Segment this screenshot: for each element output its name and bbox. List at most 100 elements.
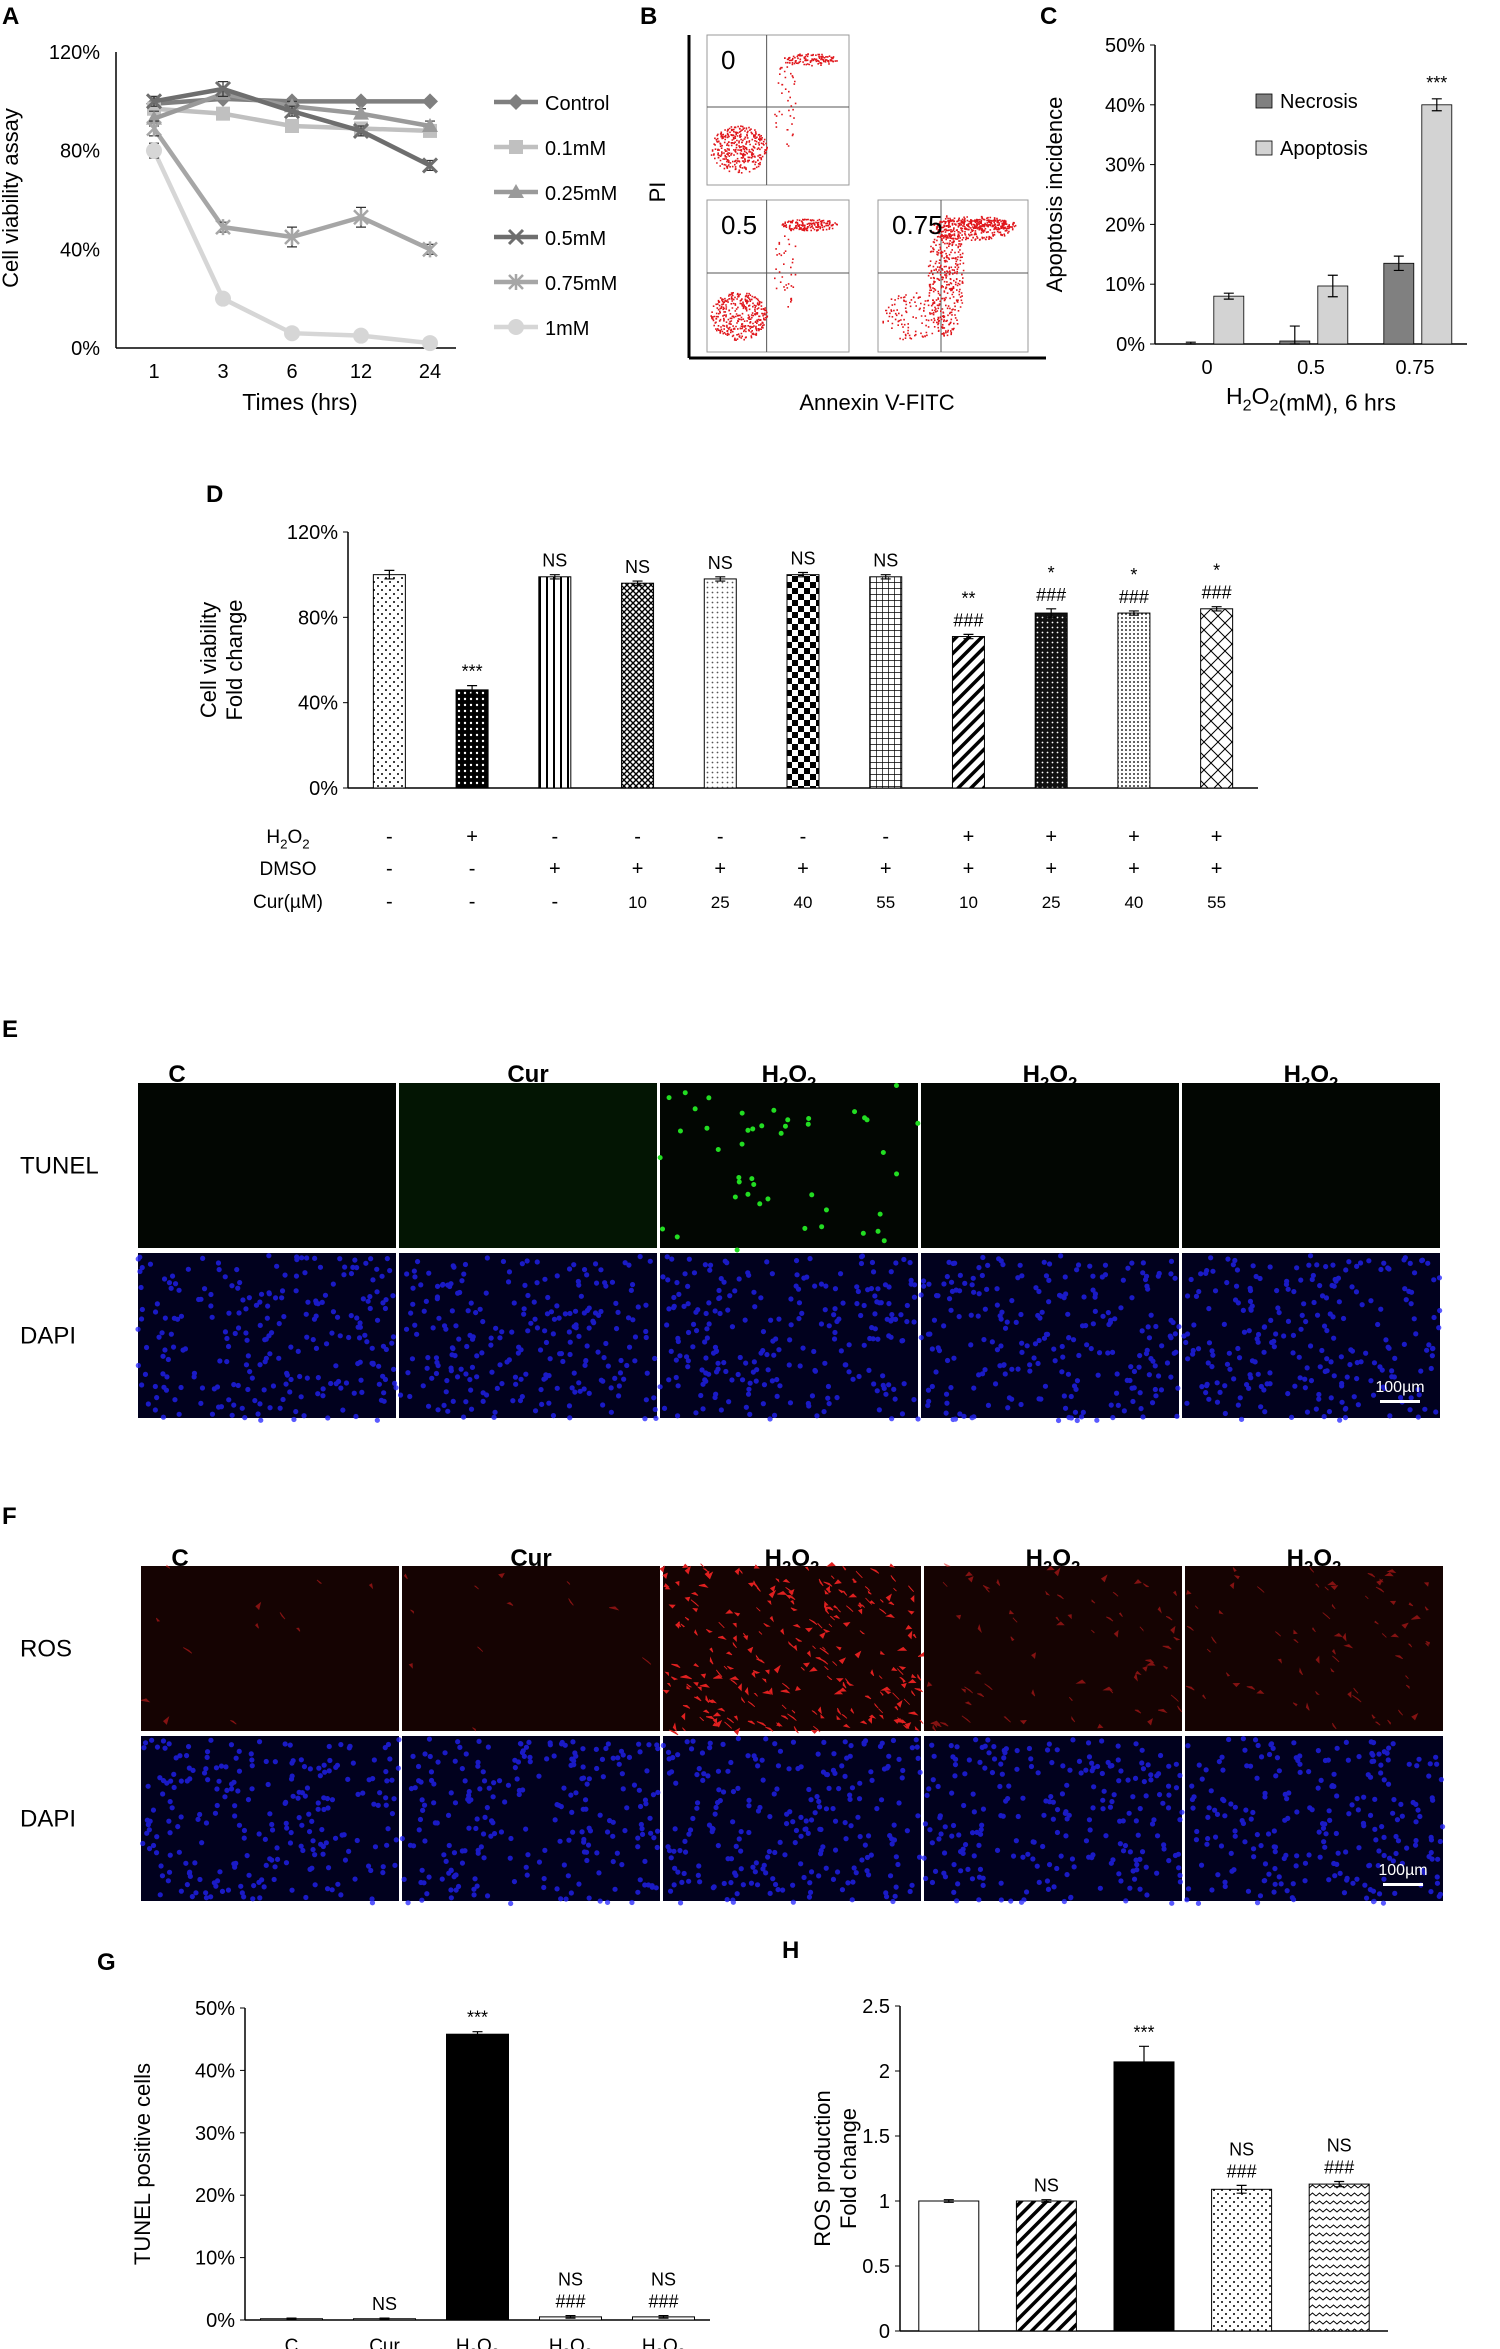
ytick-label: 0% bbox=[309, 778, 338, 800]
point-1mM bbox=[353, 327, 369, 344]
point-Control bbox=[353, 93, 369, 110]
xtick-label: H2O2 bbox=[642, 2336, 685, 2349]
significance-label: * bbox=[1048, 563, 1055, 583]
condition-cell: 40 bbox=[794, 893, 813, 912]
errorbar bbox=[472, 2031, 483, 2038]
condition-cell: - bbox=[386, 891, 393, 913]
dapi-image bbox=[1185, 1736, 1443, 1901]
legend-marker-1mM bbox=[508, 319, 524, 335]
ytick-label: 1 bbox=[879, 2191, 890, 2213]
condition-row-label: Cur(µM) bbox=[253, 892, 323, 913]
bar-4 bbox=[621, 582, 655, 789]
dapi-nuclei bbox=[399, 1736, 661, 1907]
condition-cell: - bbox=[551, 891, 558, 913]
dapi-image bbox=[663, 1736, 921, 1901]
legend-label-a: 0.5mM bbox=[545, 228, 606, 250]
xtick-label: H2O2 bbox=[456, 2336, 499, 2349]
xtick-label: H2O2 bbox=[1220, 2347, 1263, 2349]
ylabel-a: Cell viability assay bbox=[0, 108, 23, 288]
condition-cell: - bbox=[800, 826, 807, 848]
significance-label: NS bbox=[873, 551, 898, 571]
significance-label: ### bbox=[1036, 585, 1066, 605]
point-1mM bbox=[284, 325, 300, 342]
condition-cell: 40 bbox=[1124, 893, 1143, 912]
condition-cell: - bbox=[469, 891, 476, 913]
legend-label-Apoptosis: Apoptosis bbox=[1280, 138, 1368, 160]
ytick-a: 120% bbox=[49, 42, 100, 64]
flow-cytometry-panel: PI Annexin V-FITC 0 0.5 0.75 bbox=[645, 34, 1046, 415]
signal-spots bbox=[1185, 1567, 1431, 1730]
legend-marker-0.5mM bbox=[507, 228, 525, 246]
errorbar bbox=[379, 2317, 390, 2320]
point-1mM bbox=[422, 335, 438, 352]
flow-x-label: Annexin V-FITC bbox=[799, 390, 954, 415]
legend-swatch-Necrosis bbox=[1255, 93, 1273, 109]
ytick-label: 0.5 bbox=[862, 2256, 890, 2278]
point-0.25mM bbox=[353, 105, 369, 120]
xtick-a: 12 bbox=[350, 361, 372, 383]
bar-5 bbox=[703, 578, 737, 789]
chart-g: 0% 10% 20% 30% 40% 50% TUNEL positive cells C NS… bbox=[130, 1998, 710, 2349]
ytick-label: 0% bbox=[1116, 334, 1145, 356]
row-label: DAPI bbox=[20, 1806, 76, 1833]
panel-letter-f: F bbox=[2, 1503, 17, 1530]
ytick-a: 40% bbox=[60, 239, 100, 261]
signal-spots bbox=[659, 1561, 928, 1736]
significance-label: ### bbox=[1324, 2158, 1354, 2178]
bar-3 bbox=[538, 576, 572, 789]
errorbar bbox=[1236, 2184, 1247, 2194]
ytick-label: 0% bbox=[206, 2310, 235, 2332]
ytick-a: 0% bbox=[71, 338, 100, 360]
ytick-label: 30% bbox=[1105, 155, 1145, 177]
significance-label: ** bbox=[961, 588, 975, 608]
panel-letter-d: D bbox=[206, 481, 223, 508]
condition-row-label: DMSO bbox=[260, 859, 317, 880]
ytick-label: 40% bbox=[1105, 95, 1145, 117]
chart-c: 0% 10% 20% 30% 40% 50% Apoptosis incidence H2O2… bbox=[1042, 35, 1467, 415]
flow-quadrant-label: 0 bbox=[721, 45, 735, 75]
flow-plot bbox=[706, 199, 850, 353]
errorbar bbox=[1393, 255, 1404, 272]
ytick-label: 120% bbox=[287, 522, 338, 544]
bar-H2O2 bbox=[1113, 2061, 1175, 2332]
condition-cell: + bbox=[549, 858, 561, 880]
condition-cell: + bbox=[963, 858, 975, 880]
significance-label: *** bbox=[1133, 2022, 1154, 2042]
condition-cell: 55 bbox=[876, 893, 895, 912]
bar-Necrosis-0.75 bbox=[1383, 262, 1415, 345]
errorbar bbox=[1223, 292, 1234, 300]
dapi-image bbox=[141, 1736, 399, 1901]
ytick-label: 50% bbox=[1105, 35, 1145, 57]
bar-Cur bbox=[1015, 2200, 1077, 2332]
condition-cell: + bbox=[1045, 826, 1057, 848]
xlabel-a: Times (hrs) bbox=[242, 389, 357, 415]
bar-6 bbox=[786, 574, 820, 789]
ytick-label: 10% bbox=[195, 2248, 235, 2270]
dapi-nuclei bbox=[657, 1253, 921, 1422]
condition-cell: 55 bbox=[1207, 893, 1226, 912]
condition-cell: + bbox=[1211, 826, 1223, 848]
signal-spots bbox=[140, 1564, 374, 1725]
panel-letter-b: B bbox=[640, 3, 657, 30]
row-label: DAPI bbox=[20, 1323, 76, 1350]
ytick-a: 80% bbox=[60, 141, 100, 163]
ros-image bbox=[141, 1566, 399, 1731]
condition-cell: 25 bbox=[711, 893, 730, 912]
errorbar bbox=[549, 574, 560, 580]
bar-2 bbox=[455, 689, 489, 789]
significance-label: * bbox=[1130, 565, 1137, 585]
dapi-nuclei bbox=[135, 1253, 399, 1423]
tunel-image bbox=[399, 1083, 657, 1248]
significance-label: ### bbox=[1202, 583, 1232, 603]
condition-cell: - bbox=[469, 858, 476, 880]
point-0.1mM bbox=[285, 119, 299, 133]
ylabel-chart-h: ROS production bbox=[810, 2090, 835, 2247]
significance-label: NS bbox=[651, 2270, 676, 2290]
significance-label: *** bbox=[462, 662, 483, 682]
point-0.75mM bbox=[422, 241, 438, 258]
xtick-label: H2O2 bbox=[1122, 2347, 1165, 2349]
bar-8 bbox=[951, 636, 985, 789]
ros-image bbox=[402, 1566, 660, 1731]
bar-C bbox=[918, 2200, 980, 2332]
point-1mM bbox=[146, 142, 162, 159]
